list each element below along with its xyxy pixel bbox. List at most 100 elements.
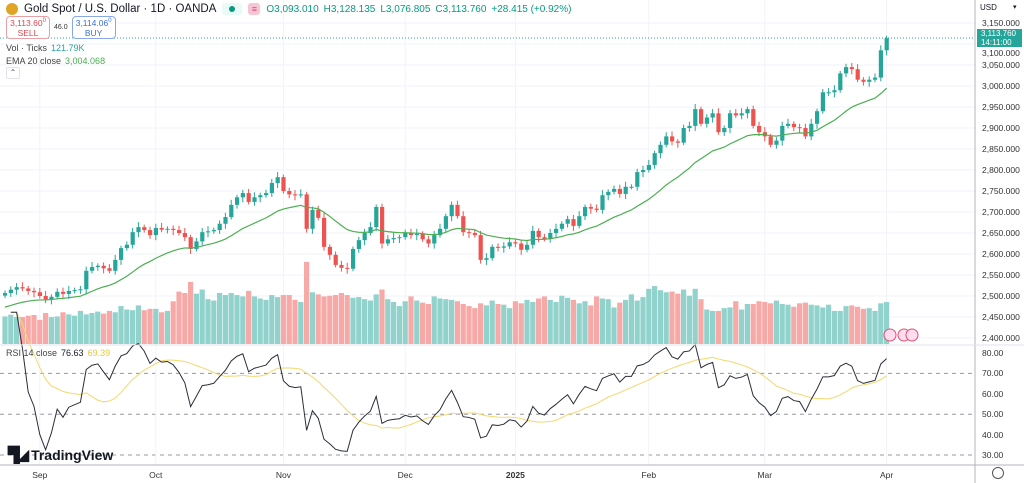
sell-label: SELL bbox=[17, 28, 39, 38]
bar-countdown: 14:11:00 bbox=[981, 38, 1012, 47]
candle-body bbox=[182, 233, 187, 238]
candle-body bbox=[681, 128, 686, 143]
candle-body bbox=[670, 136, 675, 142]
volume-bar bbox=[837, 310, 843, 344]
volume-bar bbox=[315, 294, 321, 344]
candle-body bbox=[293, 194, 298, 196]
menu-icon[interactable]: ≡ bbox=[248, 3, 261, 15]
candle-body bbox=[849, 67, 854, 70]
rsi-ma-value: 69.39 bbox=[87, 348, 111, 358]
volume-bar bbox=[170, 301, 176, 344]
candle-body bbox=[37, 292, 42, 296]
volume-bar bbox=[60, 312, 66, 344]
ema-value: 3,004.068 bbox=[65, 56, 106, 66]
candle-body bbox=[362, 233, 367, 241]
candle-body bbox=[878, 50, 883, 78]
chevron-down-icon[interactable]: ▾ bbox=[1013, 4, 1017, 11]
volume-bar bbox=[182, 292, 188, 344]
sell-button[interactable]: 3,113.600 SELL bbox=[6, 16, 50, 39]
candle-body bbox=[345, 267, 350, 269]
currency-selector[interactable]: USD bbox=[980, 3, 997, 12]
change-value: +28.415 (+0.92%) bbox=[491, 3, 572, 15]
gold-logo-icon bbox=[6, 3, 18, 15]
candle-body bbox=[3, 293, 8, 296]
volume-bar bbox=[77, 310, 83, 344]
candle-body bbox=[542, 237, 547, 239]
volume-bar bbox=[222, 295, 228, 344]
candle-body bbox=[258, 195, 263, 198]
volume-bar bbox=[251, 296, 257, 344]
candle-body bbox=[838, 73, 843, 91]
price-tick-label: 2,750.000 bbox=[982, 186, 1020, 196]
volume-bar bbox=[768, 303, 774, 344]
candle-body bbox=[26, 288, 31, 291]
volume-bar bbox=[698, 299, 704, 344]
volume-bar bbox=[95, 311, 101, 344]
candle-body bbox=[554, 228, 559, 233]
candle-body bbox=[820, 92, 825, 112]
volume-bar bbox=[263, 299, 269, 344]
candle-body bbox=[588, 206, 593, 209]
buy-price: 3,114.06 bbox=[75, 18, 109, 28]
volume-legend[interactable]: Vol · Ticks 121.79K bbox=[6, 43, 85, 53]
volume-bar bbox=[54, 316, 60, 344]
volume-bar bbox=[367, 300, 373, 344]
rsi-tick-label: 80.00 bbox=[982, 348, 1004, 358]
volume-bar bbox=[304, 261, 310, 344]
candle-body bbox=[791, 123, 796, 128]
candle-body bbox=[142, 227, 147, 231]
ema-legend[interactable]: EMA 20 close 3,004.068 bbox=[6, 56, 105, 66]
volume-bar bbox=[675, 293, 681, 344]
candle-body bbox=[774, 140, 779, 145]
time-tick-label: Apr bbox=[879, 470, 894, 480]
time-tick-label: 2025 bbox=[505, 470, 525, 480]
high-value: H3,128.135 bbox=[323, 3, 376, 15]
volume-bar bbox=[576, 303, 582, 344]
volume-bar bbox=[739, 309, 745, 344]
candle-body bbox=[797, 127, 802, 129]
candle-body bbox=[525, 244, 530, 250]
candle-body bbox=[159, 227, 164, 230]
price-tick-label: 2,600.000 bbox=[982, 249, 1020, 259]
candle-body bbox=[733, 113, 738, 116]
volume-bar bbox=[855, 306, 861, 344]
volume-bar bbox=[634, 300, 640, 344]
rsi-tick-label: 50.00 bbox=[982, 409, 1004, 420]
volume-bar bbox=[704, 309, 710, 344]
volume-bar bbox=[449, 299, 455, 344]
candle-body bbox=[206, 231, 211, 233]
volume-bar bbox=[420, 302, 426, 344]
volume-bar bbox=[727, 307, 733, 344]
volume-bar bbox=[478, 303, 484, 344]
rsi-line bbox=[10, 311, 887, 452]
candle-body bbox=[124, 244, 129, 249]
settings-gear-icon[interactable] bbox=[992, 467, 1004, 479]
candle-body bbox=[652, 153, 657, 165]
grid bbox=[0, 0, 975, 465]
volume-bar bbox=[199, 289, 205, 344]
volume-bar bbox=[292, 299, 298, 344]
candle-body bbox=[612, 188, 617, 192]
volume-bar bbox=[669, 291, 675, 344]
candle-body bbox=[530, 230, 535, 245]
tradingview-logo[interactable]: ▜◢ TradingView bbox=[8, 446, 113, 464]
buy-button[interactable]: 3,114.060 BUY bbox=[71, 16, 116, 39]
rsi-legend[interactable]: RSI 14 close 76.63 69.39 bbox=[6, 348, 110, 358]
collapse-legend-button[interactable]: ⌃ bbox=[6, 67, 20, 79]
candle-body bbox=[432, 235, 437, 244]
open-value: O3,093.010 bbox=[266, 3, 319, 15]
buy-price-sup: 0 bbox=[108, 18, 112, 25]
price-tick-label: 2,700.000 bbox=[982, 207, 1020, 217]
candle-body bbox=[153, 227, 158, 236]
candle-body bbox=[536, 230, 541, 238]
volume-bar bbox=[83, 314, 89, 344]
candle-body bbox=[745, 109, 750, 114]
symbol-title[interactable]: Gold Spot / U.S. Dollar · 1D · OANDA bbox=[24, 3, 217, 15]
candle-body bbox=[739, 113, 744, 116]
candle-body bbox=[113, 259, 118, 271]
price-tick-label: 2,800.000 bbox=[982, 165, 1020, 175]
volume-bar bbox=[721, 308, 727, 344]
candle-body bbox=[629, 186, 634, 188]
rsi-tick-label: 30.00 bbox=[982, 450, 1004, 460]
